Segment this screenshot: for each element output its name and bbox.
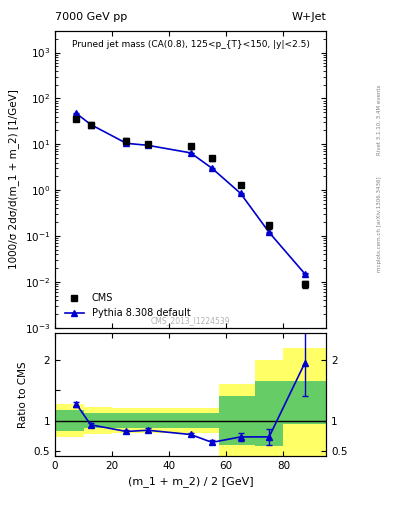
Bar bbox=[255, 360, 283, 456]
Bar bbox=[219, 396, 255, 445]
X-axis label: (m_1 + m_2) / 2 [GeV]: (m_1 + m_2) / 2 [GeV] bbox=[128, 476, 253, 487]
Bar bbox=[255, 381, 283, 446]
Text: CMS_2013_I1224539: CMS_2013_I1224539 bbox=[151, 316, 230, 325]
Bar bbox=[283, 381, 326, 423]
Text: 7000 GeV pp: 7000 GeV pp bbox=[55, 12, 127, 22]
Bar bbox=[283, 348, 326, 456]
Bar bbox=[84, 413, 112, 428]
Text: W+Jet: W+Jet bbox=[291, 12, 326, 22]
Bar bbox=[55, 404, 84, 437]
Bar bbox=[219, 384, 255, 456]
Bar bbox=[112, 413, 219, 428]
Y-axis label: Ratio to CMS: Ratio to CMS bbox=[18, 361, 28, 428]
Y-axis label: 1000/σ 2dσ/d(m_1 + m_2) [1/GeV]: 1000/σ 2dσ/d(m_1 + m_2) [1/GeV] bbox=[8, 89, 19, 269]
Bar bbox=[84, 407, 112, 434]
Text: Rivet 3.1.10, 3.4M events: Rivet 3.1.10, 3.4M events bbox=[377, 84, 382, 155]
Text: mcplots.cern.ch [arXiv:1306.3436]: mcplots.cern.ch [arXiv:1306.3436] bbox=[377, 176, 382, 271]
Bar bbox=[112, 409, 219, 433]
Bar bbox=[55, 410, 84, 431]
Legend: CMS, Pythia 8.308 default: CMS, Pythia 8.308 default bbox=[60, 288, 196, 323]
Text: Pruned jet mass (CA(0.8), 125<p_{T}<150, |y|<2.5): Pruned jet mass (CA(0.8), 125<p_{T}<150,… bbox=[72, 39, 310, 49]
